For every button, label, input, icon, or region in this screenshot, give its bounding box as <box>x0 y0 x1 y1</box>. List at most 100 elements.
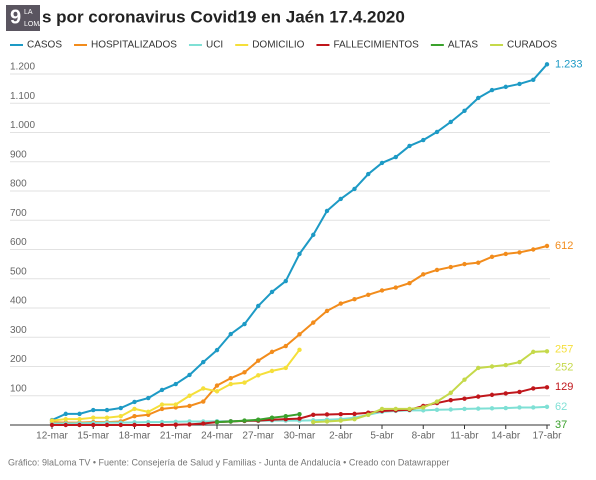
x-tick-label: 15-mar <box>77 431 109 442</box>
data-point <box>462 377 467 382</box>
data-point <box>242 370 247 375</box>
data-point <box>159 406 165 412</box>
data-point <box>462 261 467 267</box>
data-point <box>489 254 495 260</box>
data-point <box>489 406 495 411</box>
data-point <box>448 397 453 403</box>
data-point <box>462 396 467 401</box>
data-point <box>503 391 508 396</box>
data-point <box>173 381 178 387</box>
data-point <box>503 84 508 90</box>
data-point <box>311 412 316 417</box>
data-point <box>531 405 536 410</box>
data-point <box>269 289 275 295</box>
data-point <box>544 62 550 67</box>
data-point <box>201 421 206 426</box>
data-point <box>269 349 275 355</box>
data-point <box>448 390 453 396</box>
data-point <box>77 416 82 422</box>
data-point <box>462 108 467 114</box>
data-point <box>379 160 385 166</box>
data-point <box>104 422 110 428</box>
data-point <box>242 321 247 327</box>
x-tick-label: 21-mar <box>160 431 192 442</box>
data-point <box>228 419 233 424</box>
legend-label: CASOS <box>27 40 62 51</box>
x-tick-label: 5-abr <box>370 431 394 442</box>
data-point <box>517 359 522 365</box>
data-point <box>159 387 165 393</box>
data-point <box>283 278 288 284</box>
end-label: 1.233 <box>555 58 583 70</box>
x-tick-label: 30-mar <box>284 431 316 442</box>
x-tick-label: 14-abr <box>491 431 521 442</box>
legend-label: DOMICILIO <box>252 40 304 51</box>
data-point <box>517 405 522 410</box>
data-point <box>146 409 151 415</box>
legend-label: FALLECIMIENTOS <box>333 40 419 51</box>
data-point <box>393 406 398 412</box>
data-point <box>49 418 55 423</box>
data-point <box>476 365 481 371</box>
data-point <box>104 407 110 413</box>
data-point <box>187 403 192 409</box>
data-point <box>187 422 192 427</box>
data-point <box>297 347 302 353</box>
data-point <box>503 405 508 411</box>
data-point <box>517 250 522 255</box>
data-point <box>283 414 288 419</box>
y-tick-label: 300 <box>10 325 27 336</box>
data-point <box>476 394 481 399</box>
data-point <box>269 368 275 374</box>
data-point <box>544 349 550 354</box>
data-point <box>63 416 68 422</box>
data-point <box>379 288 385 293</box>
data-point <box>214 383 220 388</box>
data-point <box>49 422 55 428</box>
legend-label: UCI <box>206 40 223 51</box>
data-point <box>393 285 398 290</box>
data-point <box>544 385 550 390</box>
data-point <box>228 376 233 381</box>
data-point <box>214 347 220 353</box>
data-point <box>146 395 151 401</box>
data-point <box>311 419 316 425</box>
data-point <box>434 399 440 404</box>
data-point <box>91 407 96 413</box>
data-point <box>63 422 68 428</box>
data-point <box>283 365 288 371</box>
data-point <box>531 349 536 355</box>
data-point <box>132 414 137 419</box>
data-point <box>132 422 137 428</box>
data-point <box>118 405 123 411</box>
data-point <box>324 412 330 417</box>
y-tick-label: 200 <box>10 354 27 365</box>
data-point <box>434 129 440 135</box>
data-point <box>407 280 412 286</box>
data-point <box>214 419 220 425</box>
data-point <box>77 411 82 417</box>
x-tick-label: 11-abr <box>450 431 479 442</box>
data-point <box>338 411 343 417</box>
data-point <box>297 332 302 337</box>
data-point <box>159 402 165 407</box>
data-point <box>503 251 508 257</box>
end-label: 612 <box>555 240 573 252</box>
data-point <box>256 417 261 422</box>
data-point <box>146 422 151 428</box>
data-point <box>201 386 206 391</box>
data-point <box>201 359 206 365</box>
data-point <box>489 392 495 398</box>
data-point <box>476 406 481 411</box>
data-point <box>311 320 316 325</box>
data-point <box>448 264 453 270</box>
data-point <box>132 406 137 412</box>
data-point <box>324 419 330 424</box>
y-tick-label: 100 <box>10 383 27 394</box>
data-point <box>118 422 123 428</box>
data-point <box>531 77 536 83</box>
data-point <box>448 407 453 412</box>
data-point <box>366 412 371 417</box>
x-tick-label: 12-mar <box>36 431 68 442</box>
